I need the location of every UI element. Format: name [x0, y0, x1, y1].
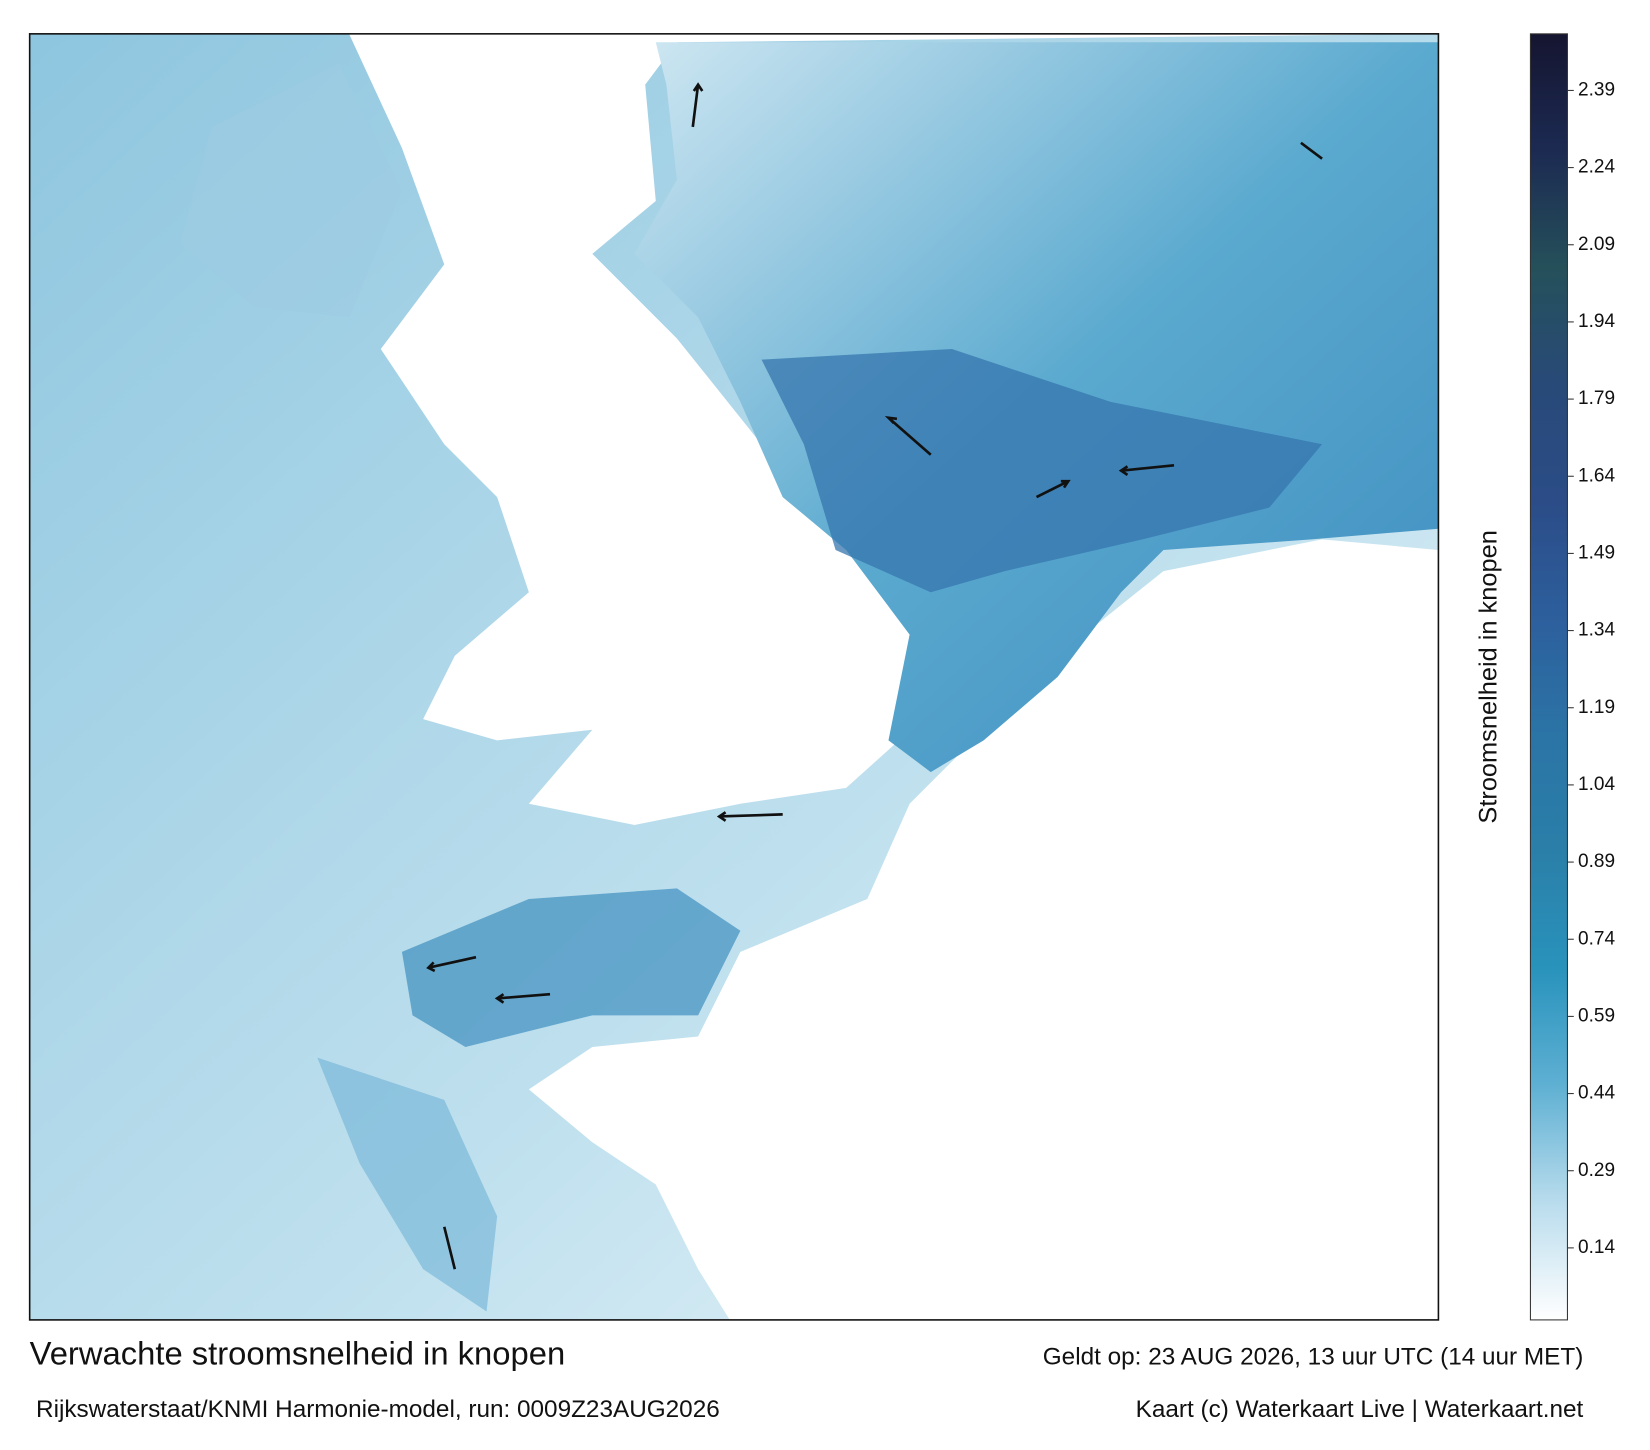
title: Verwachte stroomsnelheid in knopen: [30, 1334, 566, 1371]
current-arrows: [426, 82, 1323, 1270]
colorbar-tick-label: 0.44: [1578, 1083, 1615, 1104]
colorbar-tick-label: 0.74: [1578, 928, 1615, 949]
credit: Kaart (c) Waterkaart Live | Waterkaart.n…: [1136, 1396, 1584, 1423]
colorbar-tick-label: 0.59: [1578, 1005, 1615, 1026]
colorbar-tick-label: 1.49: [1578, 542, 1615, 563]
colorbar-tick-label: 0.14: [1578, 1237, 1615, 1258]
vector-grid: [29, 33, 1439, 1320]
colorbar-scale: [1529, 33, 1568, 1321]
colorbar-tick-label: 0.29: [1578, 1160, 1615, 1181]
colorbar-tick-label: 1.34: [1578, 620, 1615, 641]
map: [28, 33, 1440, 1321]
colorbar-tick-label: 2.24: [1578, 157, 1615, 178]
colorbar-tick-label: 2.09: [1578, 234, 1615, 255]
map-frame: [28, 33, 1440, 1321]
colorbar: Stroomsnelheid in knopen 0.14 0.29 0.44 0.5…: [1475, 33, 1615, 1321]
colorbar-tick-label: 1.79: [1578, 388, 1615, 409]
subtitle: Rijkswaterstaat/KNMI Harmonie-model, run…: [36, 1396, 720, 1423]
colorbar-tick-label: 1.94: [1578, 311, 1615, 332]
colorbar-tick-label: 1.04: [1578, 774, 1615, 795]
colorbar-tick-label: 1.19: [1578, 697, 1615, 718]
colorbar-label: Stroomsnelheid in knopen: [1475, 530, 1503, 823]
colorbar-tick-label: 2.39: [1578, 79, 1615, 100]
colorbar-tick-label: 1.64: [1578, 465, 1615, 486]
valid-time: Geldt op: 23 AUG 2026, 13 uur UTC (14 uu…: [1043, 1343, 1584, 1370]
colorbar-tick-label: 0.89: [1578, 851, 1615, 872]
